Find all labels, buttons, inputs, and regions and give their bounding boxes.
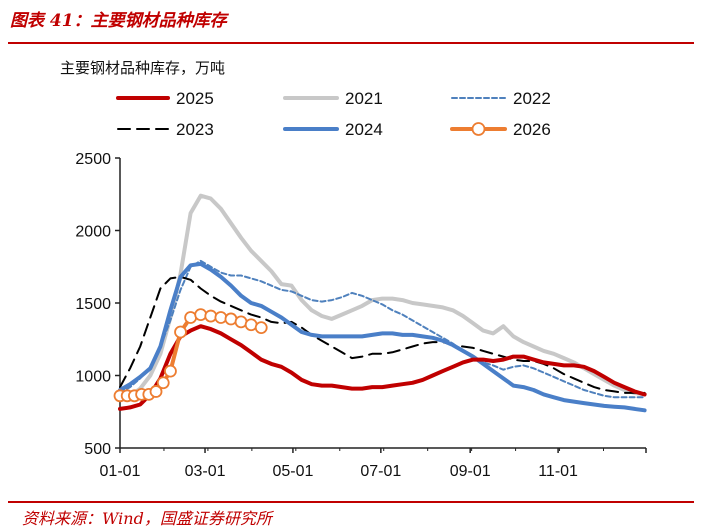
- y-tick-label: 500: [84, 441, 111, 458]
- data-point-2026: [204, 309, 218, 323]
- series-line-2023: [119, 275, 646, 394]
- title-divider: [8, 42, 694, 44]
- x-tick-label: 03-01: [185, 463, 226, 480]
- series-line-2024: [118, 261, 647, 413]
- data-point-2026: [214, 311, 228, 324]
- y-tick-label: 2000: [75, 224, 111, 241]
- data-point-2026: [174, 325, 187, 339]
- data-point-2026: [156, 376, 170, 390]
- y-axis-unit-label: 主要钢材品种库存，万吨: [60, 59, 226, 77]
- source-divider: [8, 501, 694, 503]
- legend-label-2023: 2023: [176, 120, 214, 139]
- x-tick-label: 01-01: [100, 463, 141, 480]
- legend-label-2021: 2021: [345, 89, 383, 108]
- legend-marker-2026: [471, 122, 486, 136]
- legend-label-2024: 2024: [345, 120, 383, 139]
- figure-title: 图表 41：主要钢材品种库存: [10, 11, 227, 31]
- x-tick-label: 07-01: [360, 463, 401, 480]
- data-point-2026: [149, 385, 163, 398]
- y-tick-label: 2500: [75, 151, 111, 168]
- series-line-2025: [118, 324, 647, 411]
- source-note: 资料来源：Wind，国盛证券研究所: [22, 509, 272, 528]
- legend-label-2026: 2026: [513, 120, 551, 139]
- legend-label-2025: 2025: [176, 89, 214, 108]
- series-line-2022: [119, 259, 646, 399]
- y-tick-label: 1500: [75, 296, 111, 313]
- x-tick-label: 11-01: [538, 463, 578, 480]
- data-point-2026: [194, 308, 208, 322]
- x-tick-label: 05-01: [272, 463, 313, 480]
- y-tick-label: 1000: [75, 369, 111, 386]
- series-line-2021: [118, 193, 647, 401]
- x-tick-label: 09-01: [450, 463, 491, 480]
- legend-label-2022: 2022: [513, 89, 551, 108]
- data-point-2026: [254, 321, 268, 335]
- data-point-2026: [164, 364, 177, 378]
